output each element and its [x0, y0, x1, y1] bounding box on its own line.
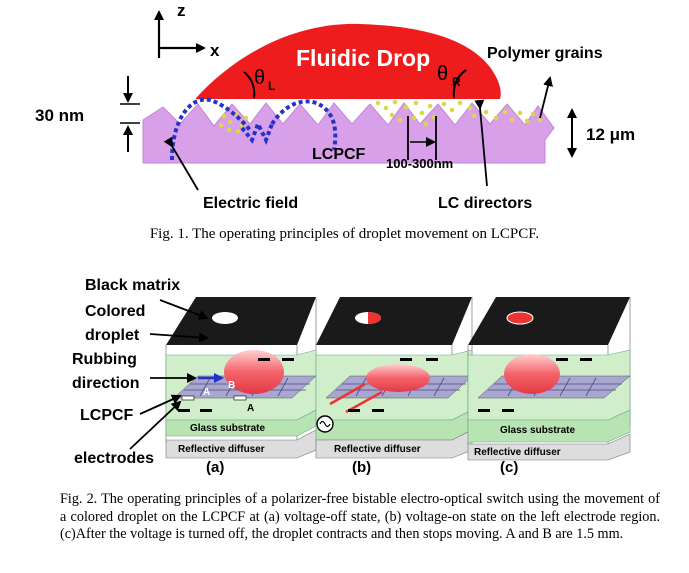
panel-a-mark-b: B	[228, 380, 235, 391]
electric-field-arrow	[163, 136, 199, 191]
label-droplet: droplet	[85, 327, 140, 344]
label-direction: direction	[72, 375, 140, 392]
panel-b-diffuser-label: Reflective diffuser	[334, 444, 421, 455]
panel-b: Reflective diffuser (b)	[315, 297, 473, 476]
label-lcpcf: LCPCF	[80, 407, 134, 424]
label-electrodes: electrodes	[74, 450, 154, 467]
panel-b-tag: (b)	[352, 459, 371, 476]
theta-left-arc	[243, 71, 256, 99]
electric-field-line-2	[240, 119, 274, 145]
fluidic-drop	[196, 23, 501, 99]
lcpcf-label: LCPCF	[312, 146, 366, 163]
figure-2: Glass substrate Reflective diffuser (a) …	[72, 277, 631, 476]
label-rubbing: Rubbing	[72, 351, 137, 368]
panel-c-droplet	[504, 354, 560, 394]
axis-z-label: z	[177, 1, 186, 20]
panel-c: Glass substrate Reflective diffuser (c)	[467, 297, 631, 476]
panel-b-droplet	[366, 364, 430, 392]
figure-1: z x Fluidic Drop θ L θ R Pol	[35, 1, 635, 212]
electric-field-label: Electric field	[203, 195, 298, 212]
panel-a-glass-label: Glass substrate	[190, 423, 265, 434]
panel-a-tag: (a)	[206, 459, 224, 476]
figure-1-caption: Fig. 1. The operating principles of drop…	[149, 226, 540, 242]
theta-right-arc	[452, 69, 467, 99]
axis-x-label: x	[210, 41, 220, 60]
panel-c-tag: (c)	[500, 459, 518, 476]
label-black-matrix: Black matrix	[85, 277, 180, 294]
polymer-grains-arrow	[539, 76, 553, 119]
panel-c-glass-label: Glass substrate	[500, 425, 575, 436]
panel-a: Glass substrate Reflective diffuser (a) …	[165, 297, 317, 476]
figure-2-caption: Fig. 2. The operating principles of a po…	[60, 491, 660, 542]
thickness-12-label: 12 μm	[586, 125, 635, 144]
panel-a-diffuser-label: Reflective diffuser	[178, 444, 265, 455]
electric-field-line-1	[170, 97, 252, 161]
spacing-label: 100-300nm	[386, 156, 453, 171]
polymer-grains	[218, 99, 543, 134]
panel-a-black-matrix	[166, 297, 316, 345]
panel-c-diffuser-label: Reflective diffuser	[474, 447, 561, 458]
theta-right-sub: R	[452, 75, 461, 89]
panel-a-mark-a: A	[203, 387, 210, 398]
panel-c-black-matrix	[468, 297, 630, 345]
panel-b-black-matrix	[316, 297, 472, 345]
theta-left-label: θ	[254, 67, 265, 89]
label-colored: Colored	[85, 303, 145, 320]
axes-icon: z x	[154, 1, 220, 60]
thickness-30-label: 30 nm	[35, 106, 84, 125]
theta-right-label: θ	[437, 63, 448, 85]
lc-directors-label: LC directors	[438, 195, 532, 212]
panel-a-mark-a2: A	[247, 403, 254, 414]
electric-field-line-3	[270, 99, 338, 151]
lcpcf-layer	[142, 102, 555, 164]
lc-directors-arrow	[474, 99, 488, 187]
drop-label: Fluidic Drop	[296, 45, 430, 71]
theta-left-sub: L	[268, 79, 275, 93]
polymer-grains-label: Polymer grains	[487, 45, 603, 62]
panel-c-window	[506, 311, 534, 325]
panel-a-window	[212, 312, 238, 324]
panel-a-black-stripes	[178, 358, 294, 412]
